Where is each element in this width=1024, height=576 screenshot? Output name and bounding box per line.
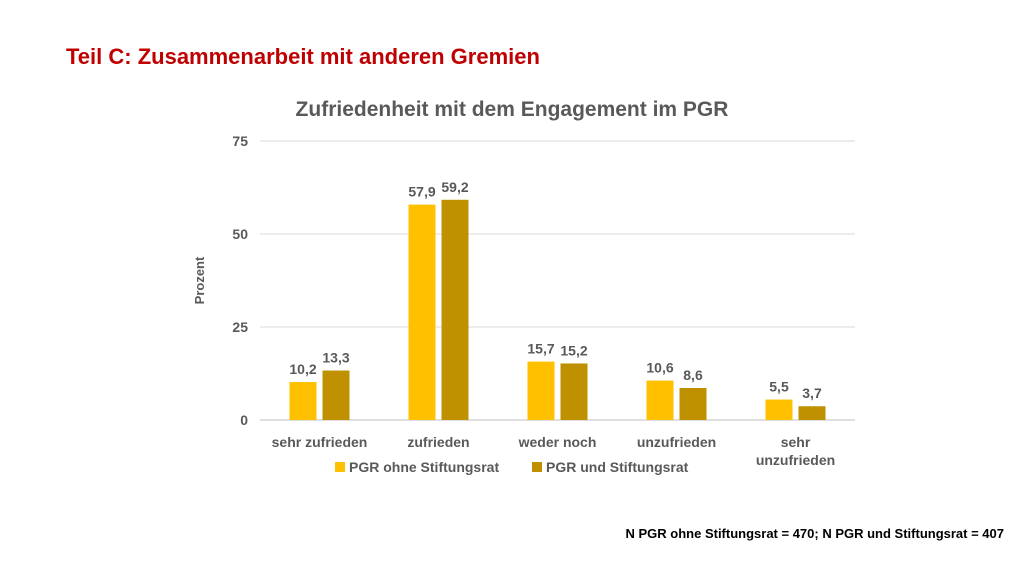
data-label: 15,2 xyxy=(560,342,587,358)
data-label: 10,2 xyxy=(289,361,316,377)
x-tick-label: unzufrieden xyxy=(637,434,716,450)
chart-title: Zufriedenheit mit dem Engagement im PGR xyxy=(296,98,729,121)
data-label: 10,6 xyxy=(646,360,673,376)
bar-ohne-4 xyxy=(765,399,793,420)
y-tick-label: 0 xyxy=(240,412,248,428)
x-tick-label: sehr zufrieden xyxy=(272,434,368,450)
data-label: 15,7 xyxy=(527,341,554,357)
data-label: 3,7 xyxy=(802,385,822,401)
sample-size-footnote: N PGR ohne Stiftungsrat = 470; N PGR und… xyxy=(625,526,1005,541)
bar-und-1 xyxy=(441,199,469,420)
data-label: 13,3 xyxy=(322,350,349,366)
legend-swatch-ohne xyxy=(335,462,345,472)
y-tick-label: 50 xyxy=(232,226,248,242)
bar-und-2 xyxy=(560,363,588,420)
x-tick-label: sehr unzufrieden xyxy=(756,434,835,468)
legend-label-und: PGR und Stiftungsrat xyxy=(546,459,689,475)
x-tick-label: zufrieden xyxy=(407,434,469,450)
legend-label-ohne: PGR ohne Stiftungsrat xyxy=(349,459,499,475)
data-label: 5,5 xyxy=(769,379,789,395)
bar-und-0 xyxy=(322,370,350,420)
slide-title: Teil C: Zusammenarbeit mit anderen Gremi… xyxy=(66,44,540,69)
data-label: 59,2 xyxy=(441,179,468,195)
bar-ohne-2 xyxy=(527,361,555,420)
y-tick-label: 25 xyxy=(232,319,248,335)
bar-ohne-1 xyxy=(408,204,436,420)
legend-swatch-und xyxy=(532,462,542,472)
chart-svg: Zufriedenheit mit dem Engagement im PGR 0… xyxy=(192,98,855,475)
y-axis-label: Prozent xyxy=(192,256,207,304)
bar-chart: Zufriedenheit mit dem Engagement im PGR 0… xyxy=(180,85,870,485)
x-tick-label: weder noch xyxy=(518,434,597,450)
bar-und-3 xyxy=(679,388,707,420)
y-tick-label: 75 xyxy=(232,133,248,149)
data-label: 8,6 xyxy=(683,367,703,383)
bar-ohne-0 xyxy=(289,382,317,420)
bar-ohne-3 xyxy=(646,380,674,420)
bar-und-4 xyxy=(798,406,826,420)
data-label: 57,9 xyxy=(408,184,435,200)
